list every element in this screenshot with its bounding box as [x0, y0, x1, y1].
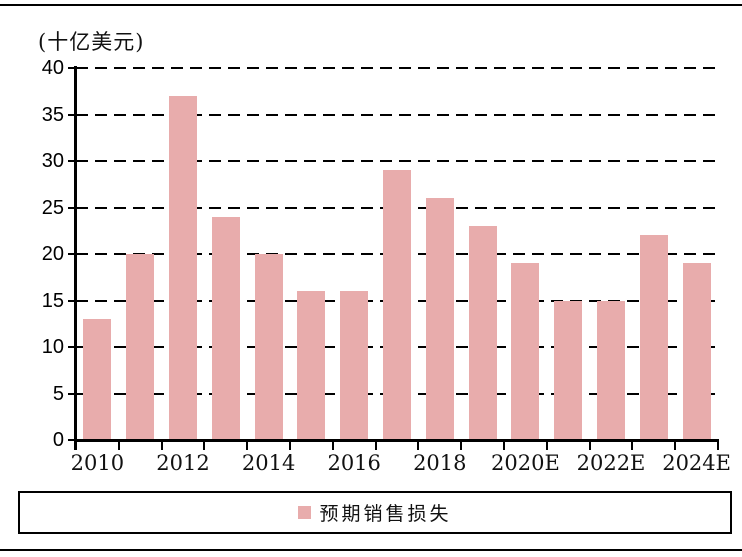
- bar-2010: [83, 319, 112, 440]
- y-axis-tick: [68, 439, 77, 441]
- bar-2015: [297, 291, 326, 440]
- x-axis-tick: [717, 442, 719, 450]
- x-axis-tick-label: 2014: [241, 451, 296, 475]
- x-axis-tick: [545, 442, 548, 450]
- y-axis-tick-label: 30: [41, 150, 64, 172]
- gridline-y-40: [76, 67, 718, 69]
- x-axis-tick-label: 2020E: [491, 451, 560, 475]
- x-axis-tick-label: 2024E: [662, 451, 731, 475]
- legend-box: 预期销售损失: [18, 491, 732, 534]
- y-axis-tick: [68, 113, 77, 116]
- x-axis-tick: [331, 442, 334, 450]
- y-axis-tick-label: 5: [52, 382, 64, 405]
- y-axis-tick-label: 20: [41, 243, 64, 265]
- x-axis-tick-label: 2016: [327, 451, 381, 475]
- legend-swatch-icon: [298, 506, 312, 519]
- gridline-y-30: [76, 160, 718, 162]
- y-axis-tick: [68, 346, 77, 348]
- x-axis-tick-label: 2012: [156, 451, 210, 475]
- x-axis-tick: [117, 442, 120, 450]
- x-axis-tick-label: 2018: [413, 451, 467, 475]
- x-axis-tick: [75, 442, 77, 450]
- y-axis-tick-label: 35: [41, 103, 64, 126]
- bar-2014: [254, 254, 283, 440]
- x-axis-tick: [289, 442, 291, 450]
- y-axis: [74, 66, 77, 450]
- top-divider: [0, 4, 742, 6]
- x-axis-tick: [588, 442, 591, 450]
- y-axis-tick-label: 10: [41, 336, 64, 358]
- axis-unit-label: (十亿美元): [38, 30, 145, 54]
- bar-2021E: [554, 300, 583, 440]
- y-axis-tick: [68, 160, 77, 162]
- bar-2023E: [639, 235, 668, 440]
- bottom-divider: [0, 549, 742, 551]
- legend-label: 预期销售损失: [319, 503, 452, 525]
- gridline-y-35: [76, 113, 718, 116]
- x-axis-tick: [417, 442, 420, 450]
- x-axis-tick: [503, 442, 505, 450]
- x-axis-tick: [203, 442, 206, 450]
- x-axis-tick: [246, 442, 249, 450]
- y-axis-tick: [68, 299, 77, 302]
- bar-2017: [383, 170, 411, 440]
- y-axis-tick: [68, 392, 77, 395]
- x-axis-tick-label: 2010: [70, 451, 125, 475]
- bar-2012: [169, 95, 197, 440]
- bar-2019: [468, 226, 497, 440]
- bar-2013: [211, 216, 240, 440]
- bar-2011: [126, 254, 155, 440]
- y-axis-tick-label: 25: [41, 196, 64, 219]
- y-axis-tick: [68, 67, 77, 69]
- x-axis-tick: [160, 442, 163, 450]
- bar-2016: [340, 291, 369, 440]
- x-axis-tick: [631, 442, 634, 450]
- bar-2018: [425, 198, 454, 440]
- y-axis-tick-label: 0: [52, 429, 64, 451]
- bar-2020E: [511, 263, 540, 440]
- bar-2024E: [682, 263, 711, 440]
- x-axis-tick-label: 2022E: [576, 451, 646, 475]
- x-axis-tick: [674, 442, 677, 450]
- y-axis-tick-label: 40: [41, 57, 64, 79]
- y-axis-tick: [68, 253, 77, 255]
- plot-area: 0 5 10 15 20 25 30 35 40 2010 2012 2014 2016 2018 2020…: [41, 57, 731, 475]
- x-axis-tick: [374, 442, 377, 450]
- y-axis-tick: [68, 206, 77, 209]
- x-axis: [74, 439, 719, 442]
- bar-2022E: [597, 300, 625, 440]
- y-axis-tick-label: 15: [41, 289, 64, 312]
- x-axis-tick: [460, 442, 463, 450]
